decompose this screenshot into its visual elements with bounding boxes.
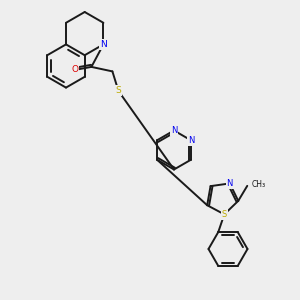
Text: S: S xyxy=(116,86,121,95)
Text: N: N xyxy=(100,40,107,49)
Text: O: O xyxy=(71,65,78,74)
Text: N: N xyxy=(171,126,177,135)
Text: CH₃: CH₃ xyxy=(252,180,266,189)
Text: S: S xyxy=(222,210,227,219)
Text: N: N xyxy=(188,136,194,145)
Text: N: N xyxy=(226,179,233,188)
